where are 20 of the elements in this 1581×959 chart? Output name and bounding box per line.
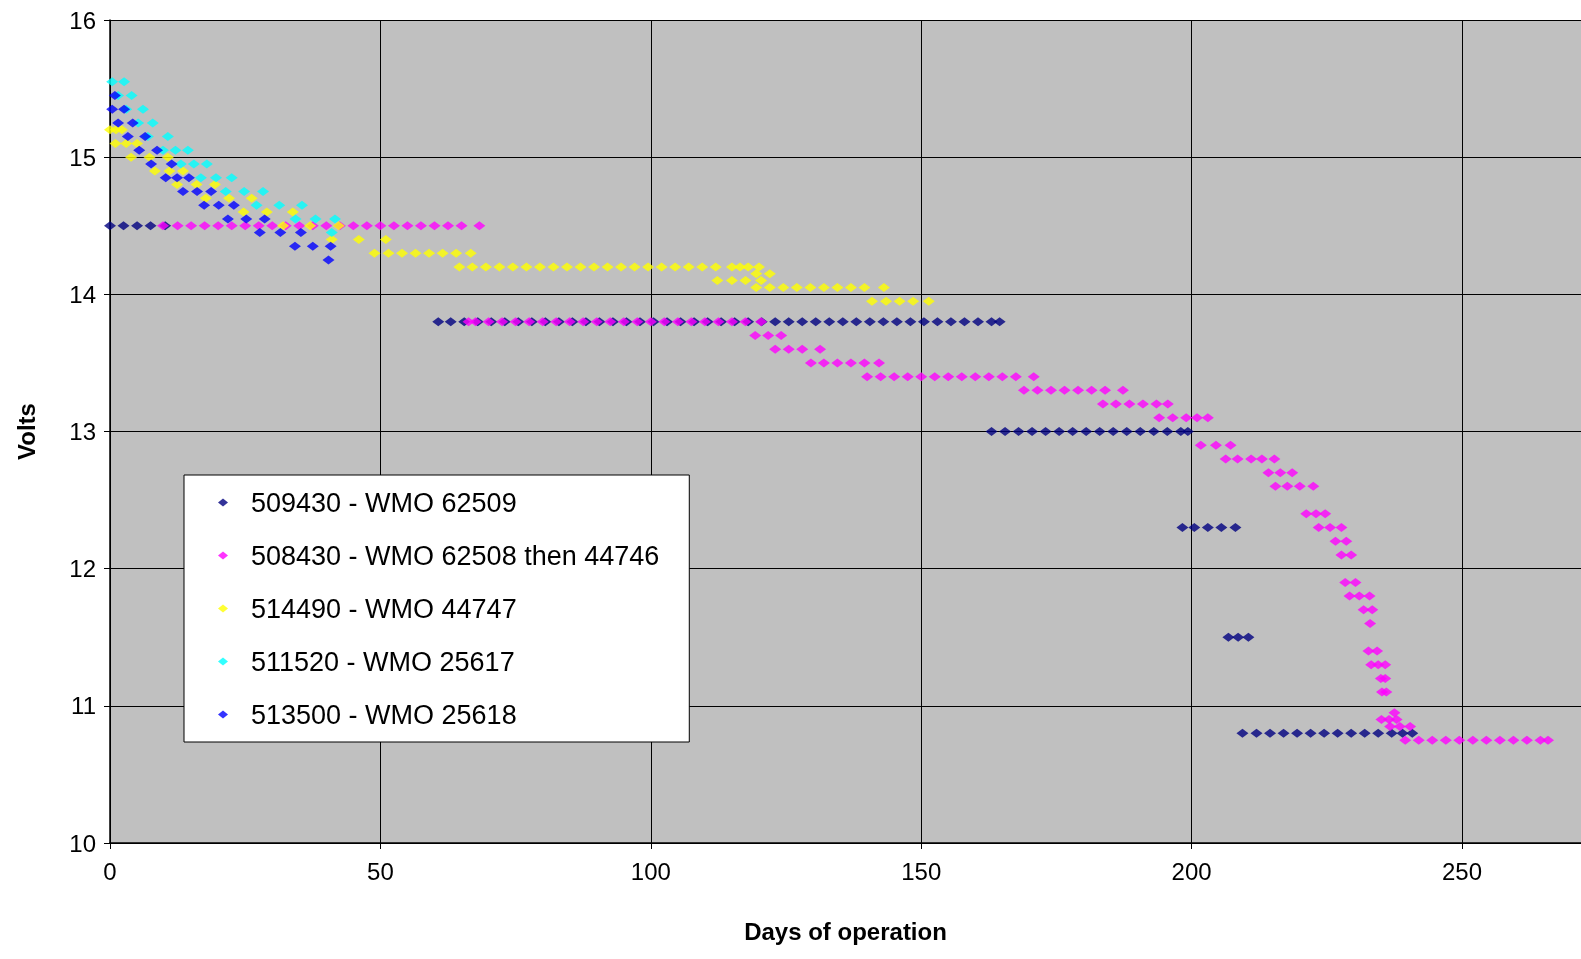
x-tick-label: 50 bbox=[367, 857, 394, 885]
legend-label: 513500 - WMO 25618 bbox=[251, 699, 517, 730]
legend-label: 508430 - WMO 62508 then 44746 bbox=[251, 540, 660, 571]
legend-label: 511520 - WMO 25617 bbox=[251, 646, 515, 677]
y-axis-title: Volts bbox=[12, 403, 40, 460]
x-tick-label: 100 bbox=[630, 857, 671, 885]
y-tick-label: 12 bbox=[69, 555, 96, 583]
y-tick-label: 15 bbox=[69, 143, 96, 171]
y-tick-label: 16 bbox=[69, 6, 96, 34]
x-tick-label: 250 bbox=[1442, 857, 1483, 885]
x-tick-label: 0 bbox=[103, 857, 117, 885]
legend-label: 509430 - WMO 62509 bbox=[251, 487, 517, 518]
y-tick-label: 10 bbox=[69, 829, 96, 857]
y-tick-label: 11 bbox=[71, 692, 96, 720]
y-tick-label: 14 bbox=[69, 280, 96, 308]
x-axis-title: Days of operation bbox=[744, 917, 947, 945]
y-tick-label: 13 bbox=[69, 418, 96, 445]
x-tick-label: 200 bbox=[1171, 857, 1212, 885]
x-tick-label: 150 bbox=[901, 857, 942, 885]
legend-label: 514490 - WMO 44747 bbox=[251, 593, 517, 624]
